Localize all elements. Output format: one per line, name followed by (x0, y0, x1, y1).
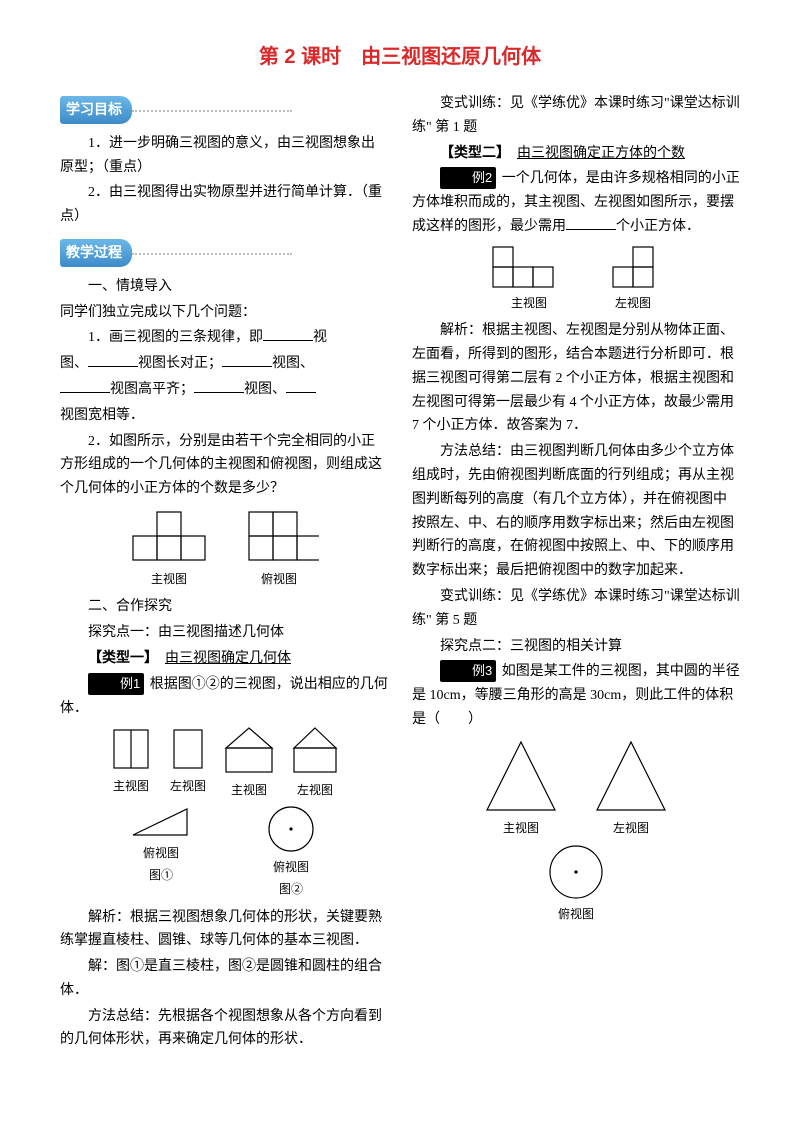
ex1-badge: 例1 (88, 673, 144, 695)
ex2-left-label: 左视图 (603, 293, 663, 313)
blank (263, 327, 313, 341)
fig1-top (129, 805, 193, 841)
answer-1: 解：图①是直三棱柱，图②是圆锥和圆柱的组合体． (60, 955, 388, 1003)
blank (222, 353, 272, 367)
fig2-top-label: 俯视图 (263, 857, 319, 877)
fig2-caption: 图② (263, 879, 319, 899)
blank (88, 353, 138, 367)
variant-1: 变式训练：见《学练优》本课时练习"课堂达标训练" 第 1 题 (412, 92, 740, 140)
label-main: 主视图 (129, 569, 209, 589)
q1-c: 视图长对正； (138, 356, 222, 371)
ex3-badge: 例3 (440, 660, 496, 682)
fig1-caption: 图① (129, 865, 193, 885)
explore-1: 探究点一：由三视图描述几何体 (60, 621, 388, 645)
fig1-left (166, 726, 210, 774)
banner-goals: 学习目标 (60, 96, 132, 124)
q1-f: 视图、 (244, 382, 286, 397)
example-2: 例2 一个几何体，是由许多规格相同的小正方体堆积而成的，其主视图、左视图如图所示… (412, 167, 740, 238)
figure-ex3: 主视图 左视图 俯视图 (412, 738, 740, 925)
ex3-left-label: 左视图 (591, 818, 671, 838)
blank (60, 379, 110, 393)
page-title: 第 2 课时 由三视图还原几何体 (60, 40, 740, 74)
fig2-left (288, 726, 342, 778)
banner-process: 教学过程 (60, 239, 132, 267)
fig2-top (263, 805, 319, 855)
main-view-shape (129, 507, 209, 567)
figure-q2: 主视图 俯视图 (60, 507, 388, 589)
q1-line2: 图、视图长对正；视图、 (60, 352, 388, 376)
top-view-shape (239, 507, 319, 567)
q1: 1．画三视图的三条规律，即 视 (60, 326, 388, 350)
fig1-top-label: 俯视图 (129, 843, 193, 863)
q1-line3: 视图高平齐； 视图、 (60, 378, 388, 402)
example-3: 例3 如图是某工件的三视图，其中圆的半径是 10cm，等腰三角形的高是 30cm… (412, 660, 740, 731)
q1-e: 视图高平齐； (110, 382, 194, 397)
section-2-heading: 二、合作探究 (60, 595, 388, 619)
fig2-main-label: 主视图 (220, 780, 278, 800)
label-top: 俯视图 (239, 569, 319, 589)
q1-d: 视图、 (272, 356, 314, 371)
ex2-main (489, 245, 569, 291)
example-1: 例1 根据图①②的三视图，说出相应的几何体． (60, 673, 388, 721)
type-2: 【类型二】 由三视图确定正方体的个数 (412, 142, 740, 166)
blank (286, 379, 316, 393)
figure-ex1: 主视图 左视图 主视图 左视图 (60, 726, 388, 899)
figure-ex2: 主视图 左视图 (412, 245, 740, 313)
blank (194, 379, 244, 393)
q1-a: 1．画三视图的三条规律，即 (88, 330, 263, 345)
method-1: 方法总结：先根据各个视图想象从各个方向看到的几何体形状，再来确定几何体的形状． (60, 1005, 388, 1053)
explore-2: 探究点二：三视图的相关计算 (412, 635, 740, 659)
analysis-2: 解析：根据主视图、左视图是分别从物体正面、左面看，所得到的图形，结合本题进行分析… (412, 319, 740, 438)
ex2-left (603, 245, 663, 291)
fig1-main (106, 726, 156, 774)
section-1-sub: 同学们独立完成以下几个问题： (60, 301, 388, 325)
ex2-badge: 例2 (440, 167, 496, 189)
ex3-top (544, 844, 608, 902)
fig1-left-label: 左视图 (166, 776, 210, 796)
type1-bold: 【类型一】 (88, 651, 151, 666)
ex3-top-label: 俯视图 (544, 904, 608, 924)
ex3-left (591, 738, 671, 816)
fig2-main (220, 726, 278, 778)
ex3-main (481, 738, 561, 816)
type-1: 【类型一】 由三视图确定几何体 (60, 647, 388, 671)
ex2-text-b: 个小正方体． (616, 219, 700, 234)
section-1-heading: 一、情境导入 (60, 275, 388, 299)
q1-line4: 视图宽相等． (60, 404, 388, 428)
type2-underline: 由三视图确定正方体的个数 (517, 146, 685, 161)
goal-1: 1．进一步明确三视图的意义，由三视图想象出原型；（重点） (60, 132, 388, 180)
goal-2: 2．由三视图得出实物原型并进行简单计算．（重点） (60, 181, 388, 229)
q2: 2．如图所示，分别是由若干个完全相同的小正方形组成的一个几何体的主视图和俯视图，… (60, 430, 388, 501)
analysis-1: 解析：根据三视图想象几何体的形状，关键要熟练掌握直棱柱、圆锥、球等几何体的基本三… (60, 906, 388, 954)
fig1-main-label: 主视图 (106, 776, 156, 796)
blank (566, 216, 616, 230)
q1-b: 视 (313, 330, 327, 345)
variant-2: 变式训练：见《学练优》本课时练习"课堂达标训练" 第 5 题 (412, 585, 740, 633)
method-2: 方法总结：由三视图判断几何体由多少个立方体组成时，先由俯视图判断底面的行列组成；… (412, 440, 740, 583)
fig2-left-label: 左视图 (288, 780, 342, 800)
type1-underline: 由三视图确定几何体 (165, 651, 291, 666)
ex2-main-label: 主视图 (489, 293, 569, 313)
ex3-main-label: 主视图 (481, 818, 561, 838)
type2-bold: 【类型二】 (440, 146, 503, 161)
